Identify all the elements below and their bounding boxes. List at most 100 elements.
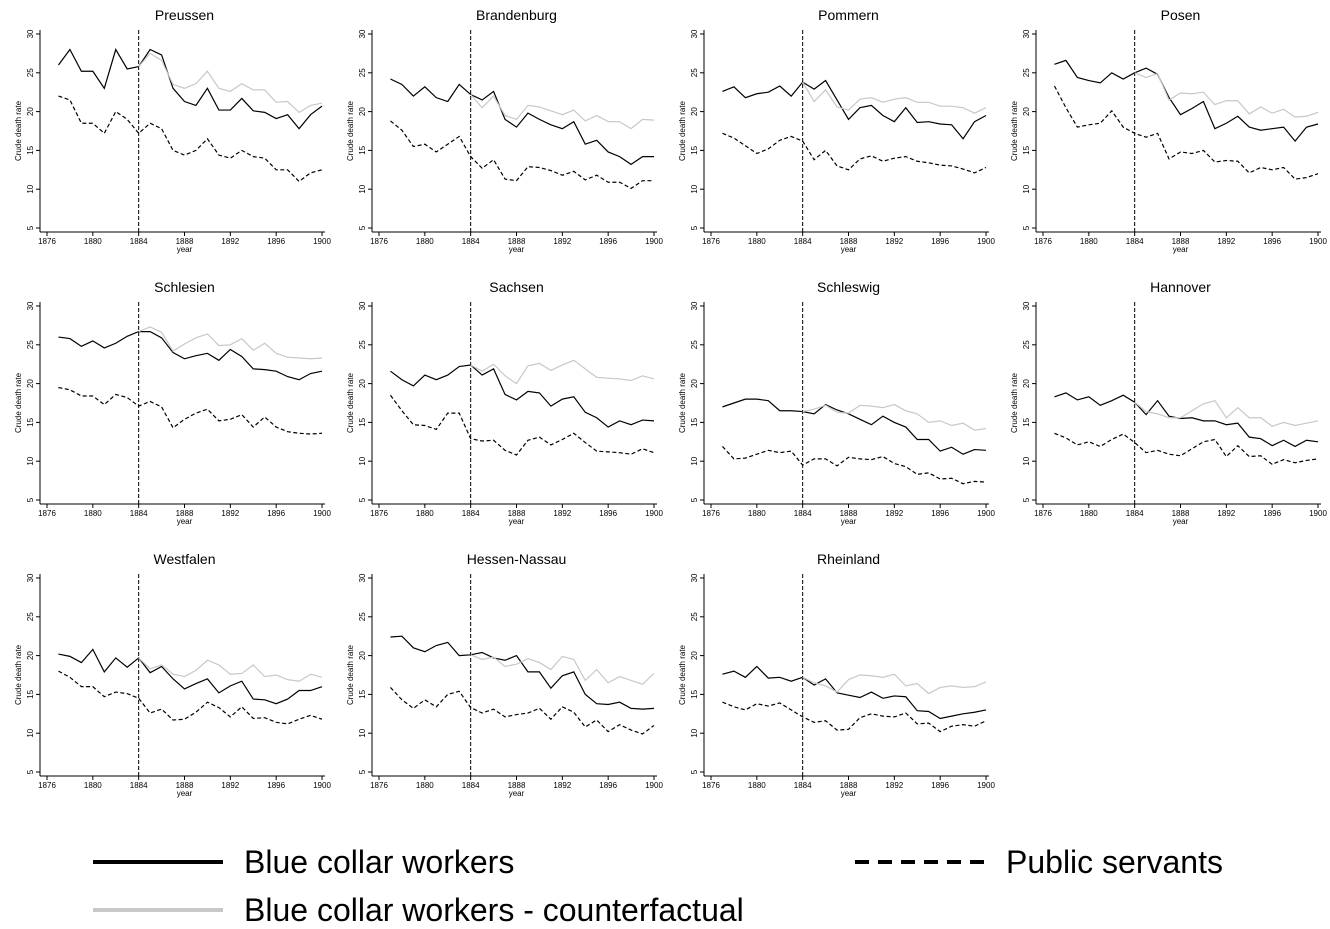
- y-tick-label: 30: [1022, 29, 1031, 38]
- panel-title: Schleswig: [817, 279, 880, 295]
- y-axis-label: Crude death rate: [346, 100, 355, 161]
- x-tick-label: 1876: [370, 781, 388, 790]
- x-tick-label: 1888: [176, 509, 194, 518]
- x-tick-label: 1884: [130, 237, 148, 246]
- x-tick-label: 1880: [748, 509, 766, 518]
- x-axis-label: year: [841, 245, 857, 254]
- x-tick-label: 1876: [38, 509, 56, 518]
- x-tick-label: 1900: [313, 509, 331, 518]
- y-tick-label: 25: [358, 68, 367, 77]
- x-tick-label: 1880: [416, 509, 434, 518]
- x-tick-label: 1876: [370, 509, 388, 518]
- x-tick-label: 1896: [1263, 237, 1281, 246]
- y-tick-label: 10: [358, 184, 367, 193]
- y-axis-label: Crude death rate: [1010, 100, 1019, 161]
- x-tick-label: 1900: [313, 237, 331, 246]
- y-tick-label: 10: [1022, 456, 1031, 465]
- x-tick-label: 1896: [931, 237, 949, 246]
- x-tick-label: 1892: [553, 237, 571, 246]
- y-tick-label: 30: [690, 301, 699, 310]
- y-tick-label: 25: [690, 68, 699, 77]
- y-tick-label: 15: [690, 145, 699, 154]
- y-tick-label: 25: [26, 68, 35, 77]
- y-tick-label: 10: [358, 456, 367, 465]
- y-tick-label: 30: [26, 29, 35, 38]
- x-tick-label: 1876: [370, 237, 388, 246]
- y-tick-label: 20: [690, 379, 699, 388]
- series-line: [722, 132, 987, 174]
- panel-title: Hannover: [1150, 279, 1211, 295]
- x-tick-label: 1884: [130, 509, 148, 518]
- y-tick-label: 5: [26, 225, 35, 230]
- y-tick-label: 20: [26, 379, 35, 388]
- x-tick-label: 1892: [885, 237, 903, 246]
- panel-title: Sachsen: [489, 279, 543, 295]
- x-tick-label: 1876: [702, 509, 720, 518]
- series-line: [1054, 432, 1319, 465]
- y-tick-label: 20: [690, 107, 699, 116]
- x-tick-label: 1896: [599, 237, 617, 246]
- series-line: [58, 648, 323, 705]
- x-axis-label: year: [1173, 245, 1189, 254]
- x-tick-label: 1888: [508, 237, 526, 246]
- y-tick-label: 10: [26, 456, 35, 465]
- series-line: [138, 52, 323, 114]
- y-axis-label: Crude death rate: [678, 372, 687, 433]
- panel: Brandenburg 5 10 15 20 25 30 1876 1880 1884 1888 18…: [346, 7, 663, 254]
- x-axis-label: year: [509, 245, 525, 254]
- x-tick-label: 1892: [885, 509, 903, 518]
- series-line: [802, 403, 987, 431]
- x-tick-label: 1896: [267, 509, 285, 518]
- y-tick-label: 30: [358, 301, 367, 310]
- x-tick-label: 1900: [313, 781, 331, 790]
- x-tick-label: 1900: [1309, 509, 1327, 518]
- series-line: [802, 673, 987, 695]
- panel: Posen 5 10 15 20 25 30 1876 1880 1884 1888 1892 1896…: [1010, 7, 1327, 254]
- legend-label: Public servants: [1006, 844, 1223, 880]
- x-axis-label: year: [177, 789, 193, 798]
- x-tick-label: 1888: [840, 237, 858, 246]
- y-axis-label: Crude death rate: [1010, 372, 1019, 433]
- y-tick-label: 25: [26, 340, 35, 349]
- panel-title: Posen: [1161, 7, 1201, 23]
- series-line: [138, 326, 323, 360]
- y-tick-label: 5: [690, 225, 699, 230]
- y-tick-label: 5: [26, 497, 35, 502]
- series-line: [1134, 72, 1319, 118]
- x-tick-label: 1896: [931, 781, 949, 790]
- x-tick-label: 1880: [84, 509, 102, 518]
- y-tick-label: 20: [358, 379, 367, 388]
- x-tick-label: 1896: [267, 237, 285, 246]
- x-tick-label: 1888: [1172, 509, 1190, 518]
- y-tick-label: 25: [26, 612, 35, 621]
- series-line: [57, 48, 323, 130]
- y-tick-label: 25: [1022, 340, 1031, 349]
- panel-title: Pommern: [818, 7, 879, 23]
- x-tick-label: 1888: [840, 509, 858, 518]
- y-tick-label: 15: [358, 145, 367, 154]
- x-axis-label: year: [1173, 517, 1189, 526]
- y-tick-label: 10: [690, 456, 699, 465]
- panel: Pommern 5 10 15 20 25 30 1876 1880 1884 1888 1892 18…: [678, 7, 995, 254]
- panel: Hannover 5 10 15 20 25 30 1876 1880 1884 1888 1892 1…: [1010, 279, 1327, 526]
- series-line: [138, 657, 323, 682]
- x-axis-label: year: [177, 517, 193, 526]
- x-tick-label: 1900: [1309, 237, 1327, 246]
- x-tick-label: 1880: [84, 237, 102, 246]
- y-tick-label: 10: [690, 728, 699, 737]
- y-axis-label: Crude death rate: [346, 372, 355, 433]
- y-tick-label: 10: [690, 184, 699, 193]
- series-line: [58, 95, 323, 183]
- panel-title: Rheinland: [817, 551, 880, 567]
- series-line: [470, 359, 655, 385]
- x-axis-label: year: [177, 245, 193, 254]
- x-tick-label: 1896: [599, 509, 617, 518]
- x-tick-label: 1896: [1263, 509, 1281, 518]
- y-tick-label: 30: [690, 29, 699, 38]
- x-tick-label: 1884: [794, 237, 812, 246]
- series-line: [390, 78, 654, 166]
- x-tick-label: 1888: [508, 509, 526, 518]
- panel: Hessen-Nassau 5 10 15 20 25 30 1876 1880 1884 1888…: [346, 551, 663, 798]
- y-tick-label: 20: [1022, 379, 1031, 388]
- y-tick-label: 5: [26, 769, 35, 774]
